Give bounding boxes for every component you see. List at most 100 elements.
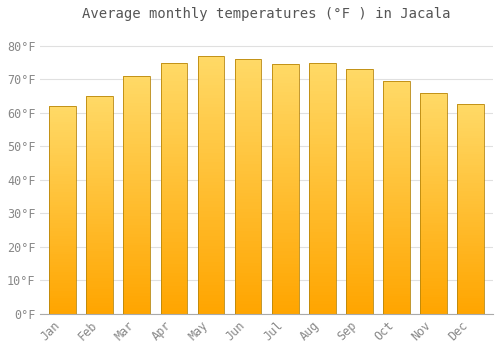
Bar — [86, 292, 113, 295]
Bar — [420, 294, 447, 297]
Bar — [309, 78, 336, 82]
Bar — [235, 260, 262, 263]
Bar — [346, 146, 373, 149]
Bar — [458, 107, 484, 110]
Bar — [272, 74, 298, 77]
Bar — [124, 272, 150, 275]
Bar — [458, 303, 484, 306]
Bar — [309, 147, 336, 150]
Bar — [309, 260, 336, 264]
Bar — [160, 311, 188, 314]
Bar — [309, 270, 336, 273]
Bar — [235, 250, 262, 253]
Bar — [309, 160, 336, 163]
Bar — [458, 104, 484, 314]
Bar — [198, 178, 224, 182]
Bar — [272, 292, 298, 295]
Bar — [198, 201, 224, 204]
Bar — [49, 184, 76, 187]
Bar — [160, 292, 188, 295]
Bar — [272, 180, 298, 183]
Bar — [309, 308, 336, 311]
Bar — [346, 222, 373, 225]
Bar — [383, 279, 410, 282]
Bar — [235, 180, 262, 183]
Bar — [86, 311, 113, 314]
Bar — [235, 292, 262, 295]
Bar — [383, 261, 410, 264]
Bar — [309, 191, 336, 195]
Bar — [272, 298, 298, 301]
Bar — [346, 195, 373, 198]
Bar — [346, 308, 373, 311]
Bar — [198, 175, 224, 178]
Bar — [124, 263, 150, 266]
Bar — [124, 299, 150, 302]
Bar — [383, 180, 410, 183]
Bar — [346, 158, 373, 161]
Bar — [235, 107, 262, 110]
Bar — [124, 156, 150, 159]
Bar — [160, 135, 188, 138]
Bar — [86, 137, 113, 140]
Bar — [420, 239, 447, 242]
Bar — [49, 158, 76, 161]
Bar — [458, 243, 484, 246]
Bar — [420, 297, 447, 300]
Bar — [458, 277, 484, 280]
Bar — [346, 247, 373, 250]
Bar — [346, 204, 373, 207]
Bar — [49, 265, 76, 267]
Bar — [86, 205, 113, 208]
Bar — [383, 151, 410, 154]
Bar — [272, 226, 298, 230]
Bar — [49, 150, 76, 153]
Bar — [235, 72, 262, 75]
Bar — [309, 185, 336, 188]
Bar — [458, 293, 484, 295]
Bar — [458, 225, 484, 228]
Bar — [235, 199, 262, 202]
Bar — [49, 187, 76, 189]
Bar — [235, 129, 262, 132]
Bar — [309, 292, 336, 295]
Bar — [86, 259, 113, 262]
Bar — [420, 206, 447, 209]
Bar — [346, 302, 373, 305]
Bar — [272, 105, 298, 108]
Bar — [309, 304, 336, 308]
Bar — [383, 212, 410, 215]
Bar — [86, 183, 113, 186]
Bar — [160, 157, 188, 160]
Bar — [49, 205, 76, 208]
Bar — [383, 90, 410, 93]
Bar — [272, 295, 298, 298]
Bar — [272, 130, 298, 133]
Bar — [124, 103, 150, 106]
Bar — [49, 189, 76, 192]
Bar — [198, 224, 224, 227]
Bar — [160, 69, 188, 72]
Bar — [124, 302, 150, 305]
Bar — [86, 308, 113, 311]
Bar — [346, 244, 373, 247]
Bar — [272, 208, 298, 211]
Bar — [420, 278, 447, 281]
Bar — [124, 76, 150, 79]
Bar — [124, 183, 150, 186]
Bar — [309, 214, 336, 217]
Bar — [272, 127, 298, 130]
Bar — [420, 234, 447, 237]
Bar — [160, 270, 188, 273]
Bar — [124, 216, 150, 219]
Bar — [346, 88, 373, 91]
Bar — [198, 191, 224, 195]
Bar — [86, 243, 113, 246]
Bar — [458, 123, 484, 125]
Bar — [309, 207, 336, 210]
Bar — [309, 254, 336, 257]
Bar — [346, 293, 373, 295]
Bar — [124, 305, 150, 308]
Bar — [49, 309, 76, 311]
Bar — [235, 69, 262, 72]
